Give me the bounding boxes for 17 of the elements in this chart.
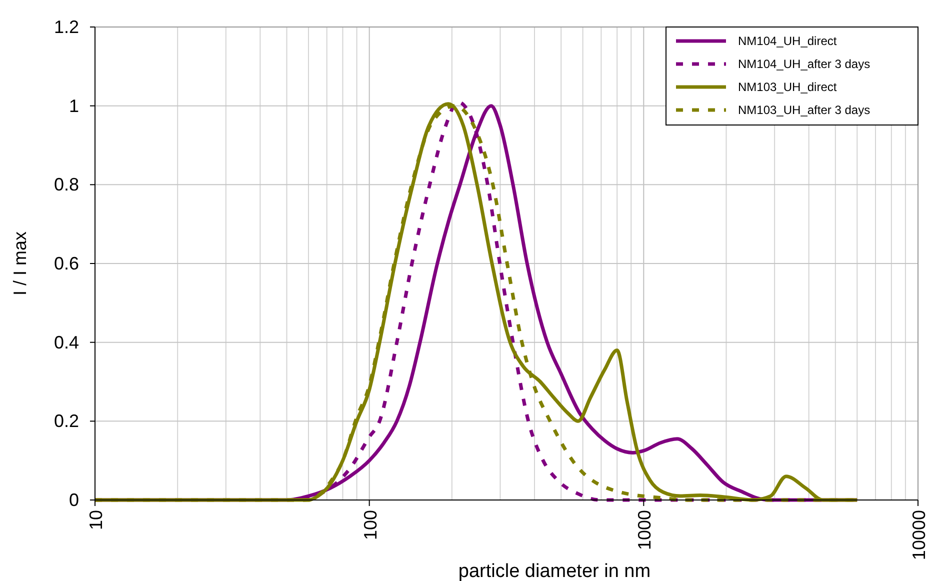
- legend-label: NM104_UH_direct: [738, 34, 838, 48]
- y-tick-label: 0.4: [54, 332, 79, 352]
- legend-label: NM103_UH_direct: [738, 80, 838, 94]
- x-tick-label: 1000: [634, 510, 655, 550]
- x-tick-label: 10: [86, 510, 106, 530]
- y-tick-label: 1.2: [54, 17, 79, 37]
- y-tick-label: 0.8: [54, 174, 79, 195]
- legend-label: NM103_UH_after 3 days: [738, 103, 870, 117]
- y-tick-label: 1: [68, 96, 79, 116]
- x-tick-label: 100: [360, 510, 380, 540]
- y-tick-label: 0.2: [54, 411, 79, 432]
- y-axis-title: I / I max: [10, 231, 30, 296]
- y-tick-label: 0: [68, 490, 79, 510]
- x-axis-title: particle diameter in nm: [458, 561, 651, 581]
- y-tick-label: 0.6: [54, 254, 79, 274]
- x-tick-label: 10000: [909, 510, 928, 560]
- legend-label: NM104_UH_after 3 days: [738, 57, 870, 71]
